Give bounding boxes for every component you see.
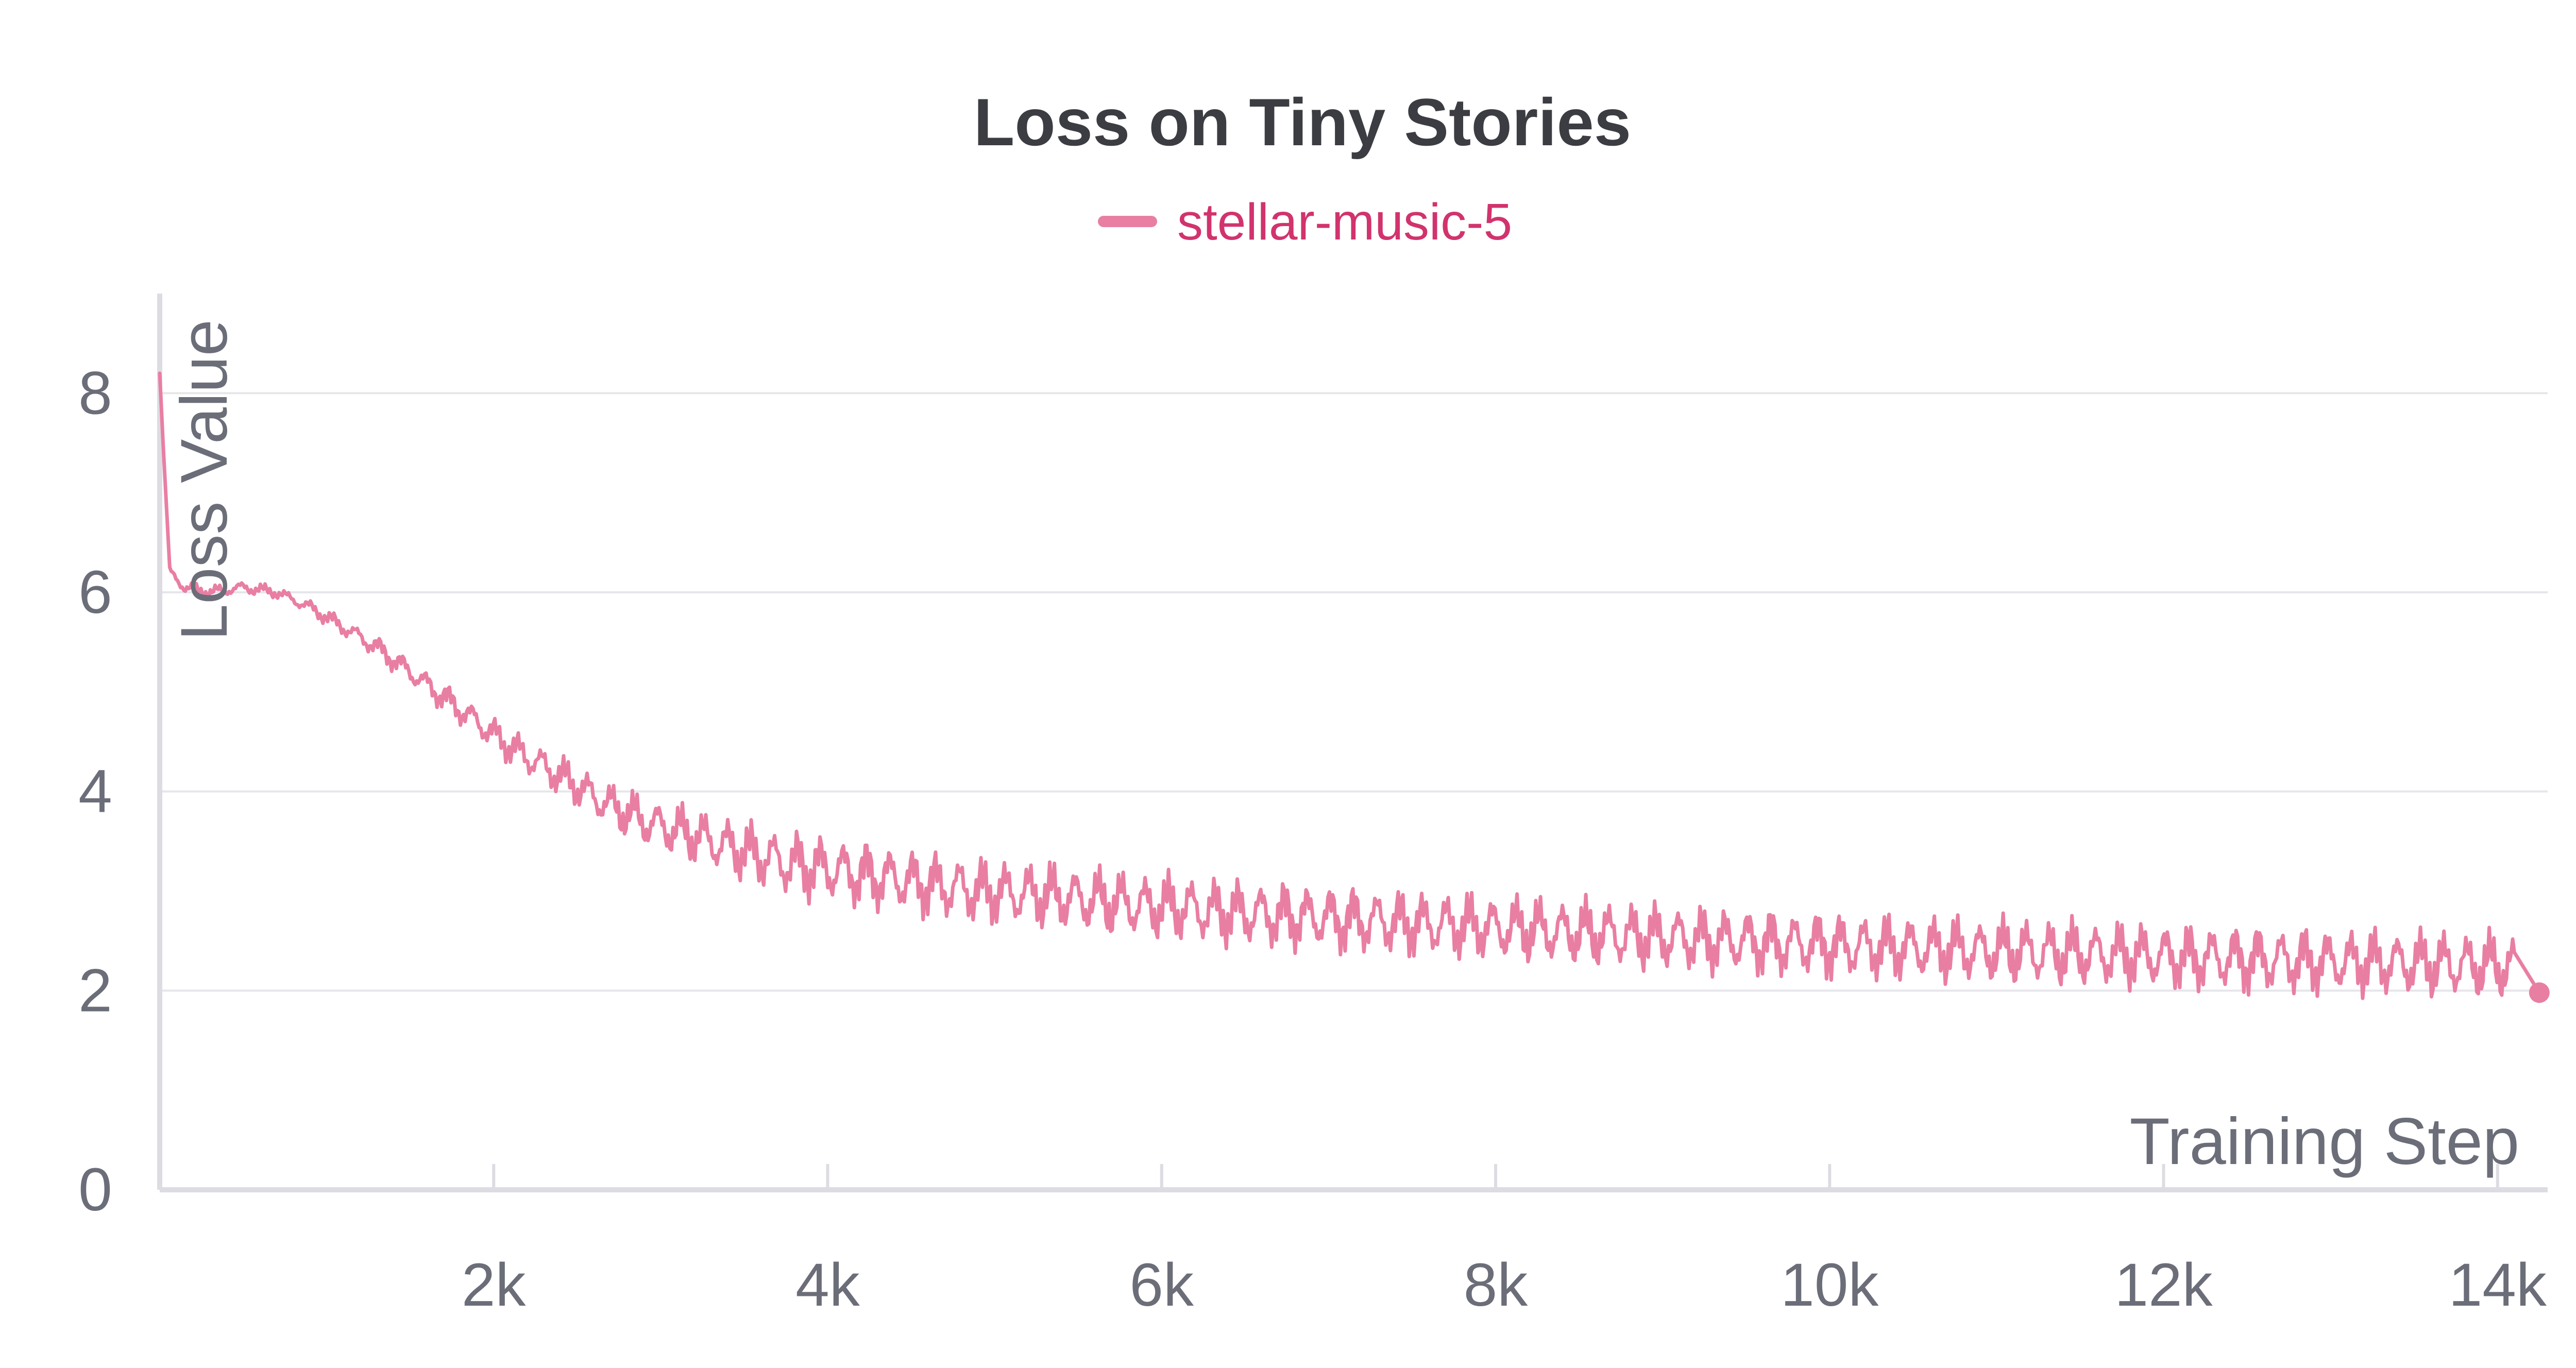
y-axis-label: Loss Value [167,319,241,641]
x-tick-label: 8k [1464,1251,1529,1319]
y-tick-label: 0 [78,1156,112,1224]
series-line [158,371,2541,1000]
gridlines [160,392,2548,992]
y-tick-label: 6 [78,558,112,626]
y-tick-label: 8 [78,359,112,427]
legend: stellar-music-5 [1098,193,1512,251]
x-tick-label: 10k [1781,1251,1879,1319]
chart-title: Loss on Tiny Stories [974,84,1631,160]
x-tick-label: 12k [2114,1251,2213,1319]
x-tick-label: 2k [462,1251,527,1319]
x-axis-label: Training Step [2129,1105,2519,1178]
x-tick-label: 4k [795,1251,860,1319]
legend-label: stellar-music-5 [1177,193,1512,251]
y-tick-label: 2 [78,956,112,1024]
x-tick-label: 14k [2449,1251,2547,1319]
series-lines [158,371,2550,1003]
tick-labels: 0 2 4 6 8 2k 4k 6k 8k 10k 12k 14k [78,359,2547,1319]
series-end-point [2529,982,2550,1003]
y-tick-label: 4 [78,758,112,826]
axes [157,294,2548,1192]
x-tick-label: 6k [1129,1251,1194,1319]
